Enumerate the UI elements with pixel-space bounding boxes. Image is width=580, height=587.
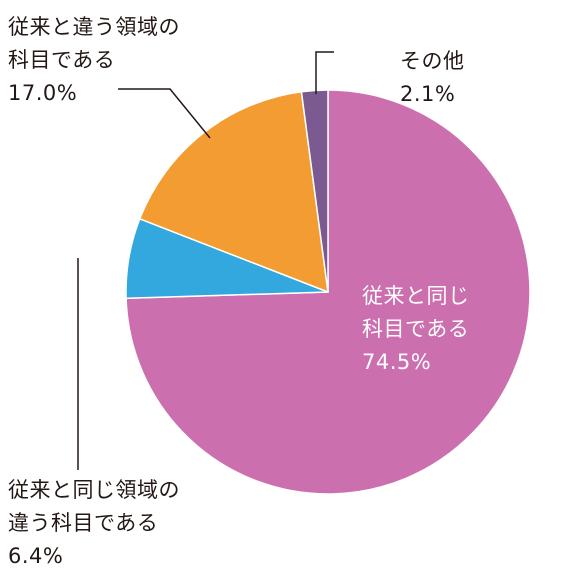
slice-label-line-2-1: 科目である: [8, 48, 115, 72]
slice-value-3: 2.1%: [400, 82, 455, 106]
pie-slice-3: [300, 89, 329, 293]
slice-label-1: 従来と同じ領域の違う科目である 6.4%: [8, 478, 180, 568]
slice-value-0: 74.5%: [362, 350, 431, 374]
slice-label-line-1-1: 違う科目である: [8, 511, 158, 535]
slice-value-2: 17.0%: [8, 81, 77, 105]
slice-label-line-0-0: 従来と同じ: [362, 284, 470, 308]
leader-lines: [77, 51, 334, 470]
pie-slice-2: [138, 91, 329, 293]
pie-slices: [125, 89, 531, 495]
slice-label-line-2-0: 従来と違う領域の: [8, 15, 180, 39]
slice-value-1: 6.4%: [8, 544, 63, 568]
slice-labels: 従来と同じ科目である 74.5%従来と同じ領域の違う科目である 6.4%従来と違う領…: [8, 15, 470, 568]
slice-label-3: その他 2.1%: [400, 49, 465, 106]
slice-label-line-0-1: 科目である: [362, 317, 469, 341]
leader-line-slice-2: [118, 88, 211, 139]
leader-line-slice-3: [315, 51, 334, 94]
slice-label-2: 従来と違う領域の科目である 17.0%: [8, 15, 180, 105]
slice-label-0: 従来と同じ科目である 74.5%: [362, 284, 470, 374]
slice-label-line-3-0: その他: [400, 49, 465, 73]
slice-label-line-1-0: 従来と同じ領域の: [8, 478, 180, 502]
